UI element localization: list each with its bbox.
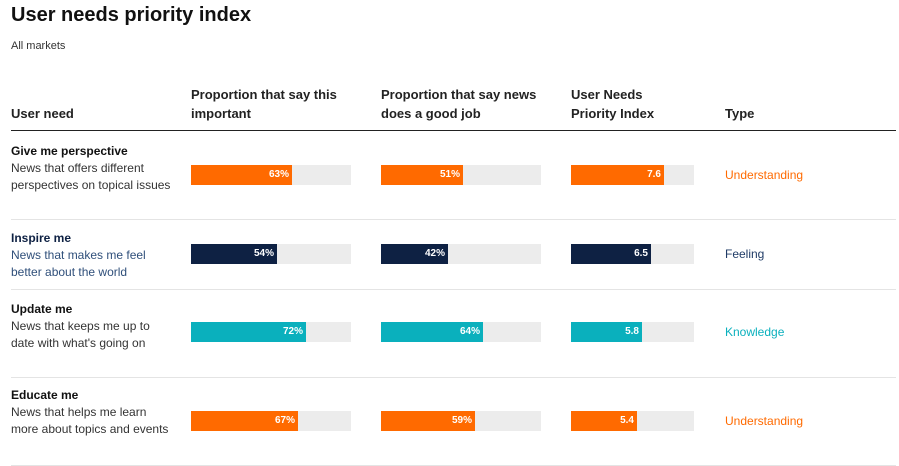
header-rule [11,130,896,131]
important-bar-track: 72% [191,322,351,342]
good-job-bar [381,244,448,264]
chart-subtitle: All markets [11,40,66,52]
good-job-bar-track: 42% [381,244,541,264]
important-bar-track: 54% [191,244,351,264]
good-job-bar-value-label: 59% [451,415,472,426]
row-divider [11,219,896,220]
priority-index-bar [571,244,651,264]
good-job-bar [381,165,463,185]
priority-index-bar [571,411,637,431]
user-need-name: Give me perspective [11,144,128,158]
priority-index-bar-value-label: 5.4 [620,415,634,426]
user-need-name: Inspire me [11,231,72,245]
priority-index-bar-track: 5.4 [571,411,694,431]
priority-index-bar-value-label: 6.5 [634,248,648,259]
priority-index-bar [571,165,664,185]
important-bar-track: 67% [191,411,351,431]
priority-index-bar-track: 7.6 [571,165,694,185]
priority-index-bar-track: 5.8 [571,322,694,342]
good-job-bar-track: 64% [381,322,541,342]
important-bar [191,411,298,431]
important-bar-track: 63% [191,165,351,185]
good-job-bar-track: 59% [381,411,541,431]
good-job-bar-value-label: 51% [439,169,460,180]
user-need-description: News that keeps me up to date with what'… [11,319,150,350]
good-job-bar-value-label: 42% [424,248,445,259]
important-bar-value-label: 54% [253,248,274,259]
priority-index-bar [571,322,642,342]
important-bar-value-label: 67% [274,415,295,426]
chart-title: User needs priority index [11,4,252,26]
header-priority-index: User Needs Priority Index [571,87,655,121]
important-bar [191,165,292,185]
good-job-bar [381,322,483,342]
user-need-description: News that helps me learn more about topi… [11,405,169,436]
header-type: Type [725,106,755,121]
header-user-need: User need [11,106,74,121]
type-label: Understanding [725,168,804,182]
header-good-job: Proportion that say news does a good job [381,87,537,121]
type-label: Feeling [725,247,765,261]
row-divider [11,377,896,378]
important-bar [191,244,277,264]
priority-index-bar-value-label: 7.6 [647,169,661,180]
priority-index-bar-track: 6.5 [571,244,694,264]
good-job-bar-value-label: 64% [459,326,480,337]
good-job-bar [381,411,475,431]
user-need-description: News that offers different perspectives … [11,161,171,192]
type-label: Understanding [725,414,804,428]
user-need-name: Educate me [11,388,79,402]
user-need-name: Update me [11,302,73,316]
important-bar-value-label: 72% [282,326,303,337]
important-bar [191,322,306,342]
user-need-description: News that makes me feel better about the… [11,248,146,279]
good-job-bar-track: 51% [381,165,541,185]
row-divider [11,289,896,290]
priority-index-bar-value-label: 5.8 [625,326,639,337]
header-important: Proportion that say this important [191,87,337,121]
important-bar-value-label: 63% [268,169,289,180]
type-label: Knowledge [725,325,785,339]
